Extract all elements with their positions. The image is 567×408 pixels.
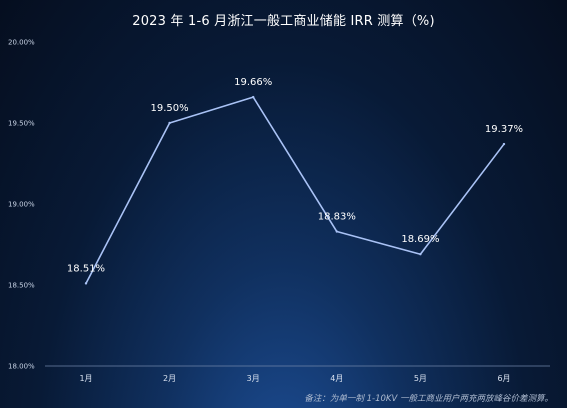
y-tick-label: 19.50% [8,120,35,128]
y-tick-label: 19.00% [8,201,35,209]
y-tick-label: 18.50% [8,282,35,290]
y-tick-label: 20.00% [8,39,35,47]
x-tick-label: 6月 [497,374,510,383]
data-label: 19.66% [234,77,272,88]
x-tick-label: 2月 [163,374,176,383]
data-point [419,253,422,256]
chart-footnote: 备注：为单一制 1-10KV 一般工商业用户两充两放峰谷价差测算。 [304,394,553,404]
chart-title: 2023 年 1-6 月浙江一般工商业储能 IRR 测算（%) [132,14,435,29]
x-axis: 1月 2月 3月 4月 5月 6月 [79,374,510,383]
data-label: 18.69% [401,234,439,245]
data-labels: 18.51% 19.50% 19.66% 18.83% 18.69% 19.37% [67,77,523,285]
x-tick-label: 3月 [247,374,260,383]
data-point [335,230,338,233]
data-label: 18.83% [318,212,356,223]
data-point [84,282,88,285]
x-tick-label: 1月 [79,374,92,383]
data-point [502,142,506,146]
x-tick-label: 5月 [414,374,427,383]
y-axis: 18.00% 18.50% 19.00% 19.50% 20.00% [8,39,35,371]
data-point [168,121,171,125]
data-point [252,95,255,99]
x-tick-label: 4月 [330,374,343,383]
data-label: 18.51% [67,263,105,274]
y-tick-label: 18.00% [8,363,35,371]
data-label: 19.50% [151,103,189,114]
series-line [85,96,505,284]
data-label: 19.37% [485,124,523,135]
